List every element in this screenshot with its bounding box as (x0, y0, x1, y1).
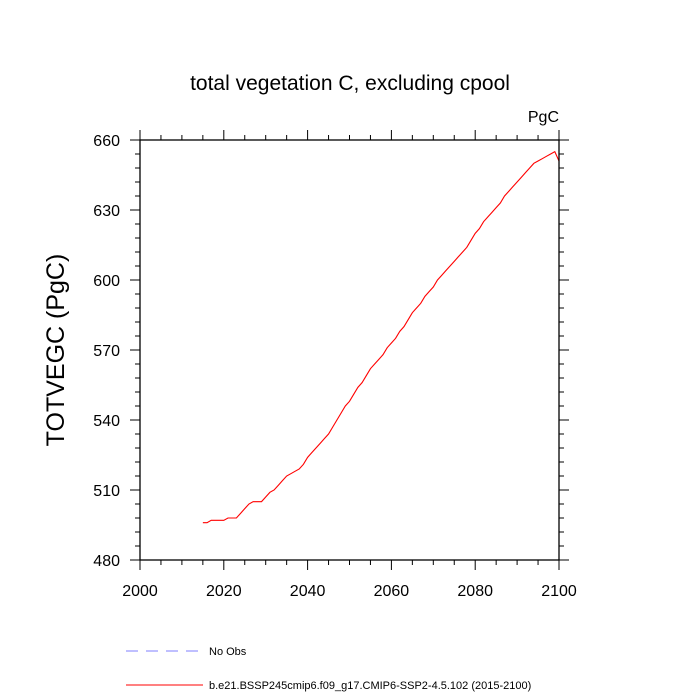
x-tick-label: 2020 (206, 583, 242, 600)
legend-label: b.e21.BSSP245cmip6.f09_g17.CMIP6-SSP2-4.… (209, 680, 531, 692)
plot-frame (139, 139, 560, 561)
x-tick-label: 2060 (374, 583, 410, 600)
units-label: PgC (528, 109, 559, 126)
y-tick-label: 600 (93, 273, 120, 290)
series-line (202, 150, 560, 524)
y-axis-label: TOTVEGC (PgC) (42, 254, 70, 447)
y-tick-label: 480 (93, 553, 120, 570)
axis-ticks: 2000 2020 2040 2060 2080 2100 480 510 540 570 600 6… (93, 130, 577, 600)
y-tick-label: 510 (93, 483, 120, 500)
legend-label: No Obs (209, 646, 247, 658)
y-tick-label: 630 (93, 203, 120, 220)
x-tick-label: 2100 (541, 583, 577, 600)
series-layer (202, 150, 560, 524)
y-tick-label: 570 (93, 343, 120, 360)
chart-title: total vegetation C, excluding cpool (190, 72, 510, 95)
y-tick-label: 540 (93, 413, 120, 430)
y-tick-label: 660 (93, 133, 120, 150)
legend: No Obs b.e21.BSSP245cmip6.f09_g17.CMIP6-S… (126, 646, 531, 692)
x-tick-label: 2000 (122, 583, 158, 600)
x-tick-label: 2080 (457, 583, 493, 600)
x-tick-label: 2040 (290, 583, 326, 600)
